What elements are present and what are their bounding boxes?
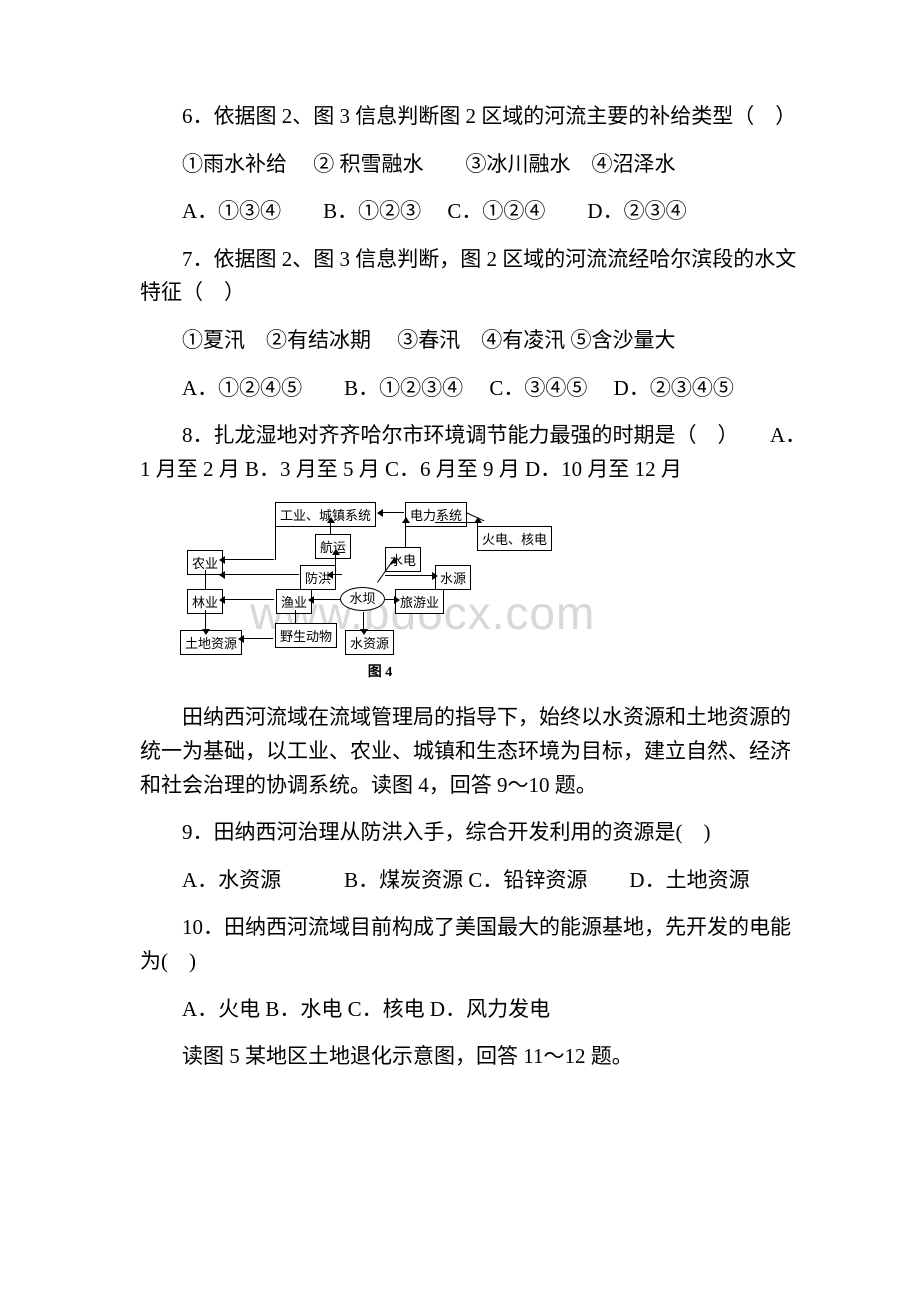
node-thermal: 火电、核电 <box>477 526 552 551</box>
node-tourism: 旅游业 <box>395 589 444 614</box>
question-10-options: A．火电 B．水电 C．核电 D．风力发电 <box>140 993 810 1027</box>
node-watersrc: 水源 <box>435 565 471 590</box>
node-waterres: 水资源 <box>345 630 394 655</box>
question-7-stem: 7．依据图 2、图 3 信息判断，图 2 区域的河流流经哈尔滨段的水文特征（ ） <box>140 243 810 310</box>
question-6-options: A．①③④ B．①②③ C．①②④ D．②③④ <box>140 195 810 229</box>
node-dam: 水坝 <box>340 587 385 611</box>
figure-4-caption: 图 4 <box>180 661 580 681</box>
figure-4-diagram: 工业、城镇系统 电力系统 火电、核电 农业 林业 土地资源 航运 水电 防洪 渔… <box>180 502 580 657</box>
node-power: 电力系统 <box>405 502 467 527</box>
node-industry: 工业、城镇系统 <box>275 502 376 527</box>
node-wildlife: 野生动物 <box>275 623 337 648</box>
question-9-stem: 9．田纳西河治理从防洪入手，综合开发利用的资源是( ) <box>140 816 810 850</box>
question-7-items: ①夏汛 ②有结冰期 ③春汛 ④有凌汛 ⑤含沙量大 <box>140 324 810 358</box>
figure-4-container: 工业、城镇系统 电力系统 火电、核电 农业 林业 土地资源 航运 水电 防洪 渔… <box>180 502 810 681</box>
question-6-items: ①雨水补给 ② 积雪融水 ③冰川融水 ④沼泽水 <box>140 148 810 182</box>
node-hydro: 水电 <box>385 547 421 572</box>
passage-1: 田纳西河流域在流域管理局的指导下，始终以水资源和土地资源的统一为基础，以工业、农… <box>140 701 810 802</box>
question-6-stem: 6．依据图 2、图 3 信息判断图 2 区域的河流主要的补给类型（ ） <box>140 100 810 134</box>
node-shipping: 航运 <box>315 534 351 559</box>
question-10-stem: 10．田纳西河流域目前构成了美国最大的能源基地，先开发的电能为( ) <box>140 911 810 978</box>
node-fishery: 渔业 <box>276 589 312 614</box>
passage-2: 读图 5 某地区土地退化示意图，回答 11～12 题。 <box>140 1040 810 1074</box>
node-land: 土地资源 <box>180 630 242 655</box>
question-7-options: A．①②④⑤ B．①②③④ C．③④⑤ D．②③④⑤ <box>140 372 810 406</box>
question-9-options: A．水资源 B．煤炭资源 C．铅锌资源 D．土地资源 <box>140 864 810 898</box>
question-8-stem: 8．扎龙湿地对齐齐哈尔市环境调节能力最强的时期是（ ） A．1 月至 2 月 B… <box>140 419 810 486</box>
